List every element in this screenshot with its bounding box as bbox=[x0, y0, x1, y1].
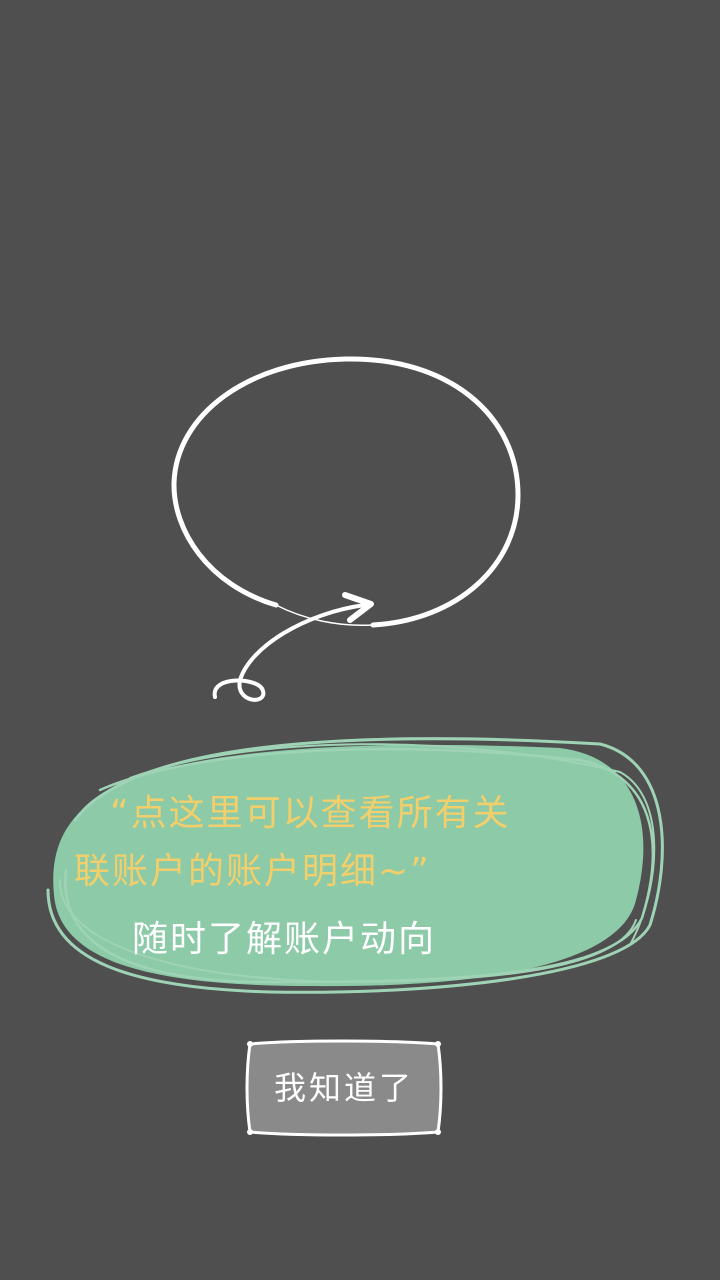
curved-arrow-icon bbox=[212, 592, 374, 702]
tip-text-line-2: 联账户的账户明细~” bbox=[74, 851, 431, 892]
tip-text-line-3: 随时了解账户动向 bbox=[132, 919, 437, 960]
button-frame-icon bbox=[245, 1039, 443, 1137]
got-it-label: 我知道了 bbox=[273, 1069, 414, 1107]
tip-text-line-1: “点这里可以查看所有关 bbox=[110, 793, 511, 834]
tip-bubble: “点这里可以查看所有关 联账户的账户明细~” 随时了解账户动向 bbox=[40, 720, 680, 1000]
got-it-button[interactable]: 我知道了 bbox=[240, 1036, 448, 1140]
highlight-ellipse-icon bbox=[171, 356, 521, 628]
speech-bubble-icon bbox=[46, 737, 664, 994]
